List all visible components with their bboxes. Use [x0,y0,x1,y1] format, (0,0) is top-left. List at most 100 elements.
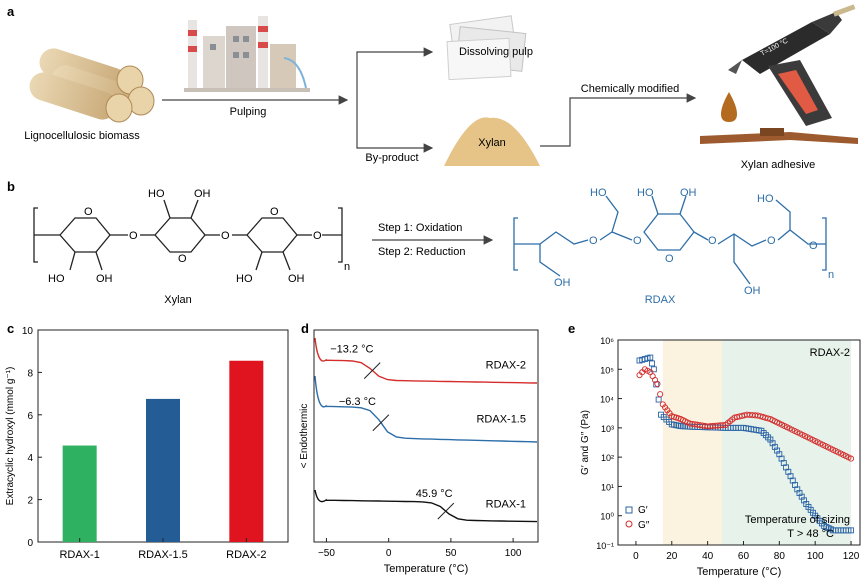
y-tick-label: 10⁶ [600,336,614,346]
svg-text:O: O [767,235,776,247]
y-tick-label: 10³ [601,424,614,434]
tg-label: −6.3 °C [339,396,376,408]
svg-text:OH: OH [680,187,697,199]
svg-text:O: O [178,253,187,265]
sizing-annotation-line2: T > 48 °C [787,528,834,540]
biomass-label: Lignocellulosic biomass [24,130,140,142]
xylan-pile-icon [444,117,540,166]
bar-rdax-1-5 [146,398,180,542]
bar-rdax-2 [229,360,264,542]
y-tick-label: 10⁰ [600,512,614,522]
data-point-gprime [649,360,656,367]
svg-text:O: O [313,230,322,242]
svg-text:OH: OH [744,285,761,297]
pulping-label: Pulping [230,106,267,118]
svg-text:O: O [129,230,138,242]
svg-text:OH: OH [96,273,113,285]
y-tick-label: 10⁵ [600,365,614,375]
bar-rdax-1 [62,445,97,542]
data-point-gdoubleprime [654,380,661,387]
rdax-atom-labels: O O O O O O HO HO OH HO OH OH n [554,187,834,297]
bar-chart: 0 2 4 6 8 10 RDAX-1 RDAX-1.5 RDAX-2 Extracyclic h… [5,326,289,561]
xylan-atom-labels: O O O O O O HO OH HO OH HO OH n [48,188,350,285]
legend-gprime-marker [625,506,633,514]
chart-title: RDAX-2 [810,347,850,359]
rheology-chart: 0 20 40 60 80 100 120 10⁻¹ 10⁰ 10¹ 10² 10³ 10⁴ 10⁵ 10⁶… [580,336,861,578]
svg-text:OH: OH [194,188,211,200]
svg-text:O: O [84,206,93,218]
x-tick-label: RDAX-1 [59,549,99,561]
temperature-region [662,340,722,545]
panel-c-letter: c [7,321,14,336]
data-point-gprime [647,354,654,361]
wood-board-icon [700,128,858,144]
series-label: RDAX-1.5 [476,414,526,426]
chem-mod-label: Chemically modified [581,83,679,95]
series-label: RDAX-2 [486,359,526,371]
data-point-gprime [650,366,657,373]
y-axis-label: < Endothermic [299,404,310,469]
tg-marker [437,502,455,520]
x-tick-label: 120 [843,551,860,562]
svg-text:O: O [589,235,598,247]
byproduct-label: By-product [365,152,418,164]
svg-text:HO: HO [637,187,654,199]
xylan-label: Xylan [478,137,506,149]
x-axis-label: Temperature (°C) [697,566,781,578]
svg-text:OH: OH [288,273,305,285]
y-tick-label: 2 [27,496,33,507]
tg-marker [363,362,381,379]
tg-label: −13.2 °C [330,344,373,356]
y-tick-label: 10 [22,326,34,337]
svg-text:HO: HO [148,188,165,200]
y-tick-label: 6 [27,411,33,422]
svg-text:HO: HO [236,273,253,285]
svg-text:O: O [708,235,717,247]
step2-label: Step 2: Reduction [378,246,465,258]
legend-gdoubleprime-marker [625,520,633,528]
x-tick-label: 80 [774,551,786,562]
svg-text:O: O [809,240,818,252]
data-point-gprime [848,527,854,534]
tg-marker [372,414,390,432]
temperature-region [721,340,852,545]
panel-d-letter: d [301,321,309,336]
x-axis-label: Temperature (°C) [384,563,468,575]
svg-text:HO: HO [757,193,774,205]
svg-text:O: O [665,253,674,265]
svg-text:O: O [221,230,230,242]
x-tick-label: −50 [318,548,335,559]
x-tick-label: 50 [445,548,457,559]
x-tick-label: 60 [738,551,750,562]
pulp-arrow [356,47,434,100]
plot-frame [617,339,861,546]
glue-gun-icon: T=100 °C [728,4,856,126]
svg-text:n: n [344,261,350,273]
data-point-gprime [655,396,662,403]
y-tick-label: 10⁴ [600,395,614,405]
svg-text:O: O [633,235,642,247]
y-axis-label: Extracyclic hydroxyl (mmol g⁻¹) [5,367,16,506]
pulp-sheets-icon [446,15,527,81]
sizing-annotation-line1: Temperature of sizing [745,514,850,526]
panel-b-letter: b [7,179,15,194]
xylan-name: Xylan [164,294,192,306]
x-tick-label: 100 [505,548,522,559]
y-tick-label: 0 [27,538,33,549]
biomass-logs-icon [29,48,155,123]
glue-drop-icon [721,92,737,122]
legend-gdoubleprime-label: G″ [638,520,650,531]
legend-gprime-label: G′ [638,505,648,516]
x-tick-label: 20 [666,551,678,562]
plot-frame [313,329,539,543]
y-axis-label: G′ and G″ (Pa) [580,410,591,475]
dsc-chart: −50 0 50 100 Temperature (°C) < Endothermic −1… [299,329,539,575]
y-tick-label: 10¹ [601,482,614,492]
svg-text:OH: OH [554,277,571,289]
data-point-gdoubleprime [657,391,664,398]
x-tick-label: RDAX-1.5 [138,549,188,561]
svg-text:HO: HO [48,273,65,285]
x-tick-label: 100 [807,551,824,562]
byproduct-arrow [356,100,434,153]
